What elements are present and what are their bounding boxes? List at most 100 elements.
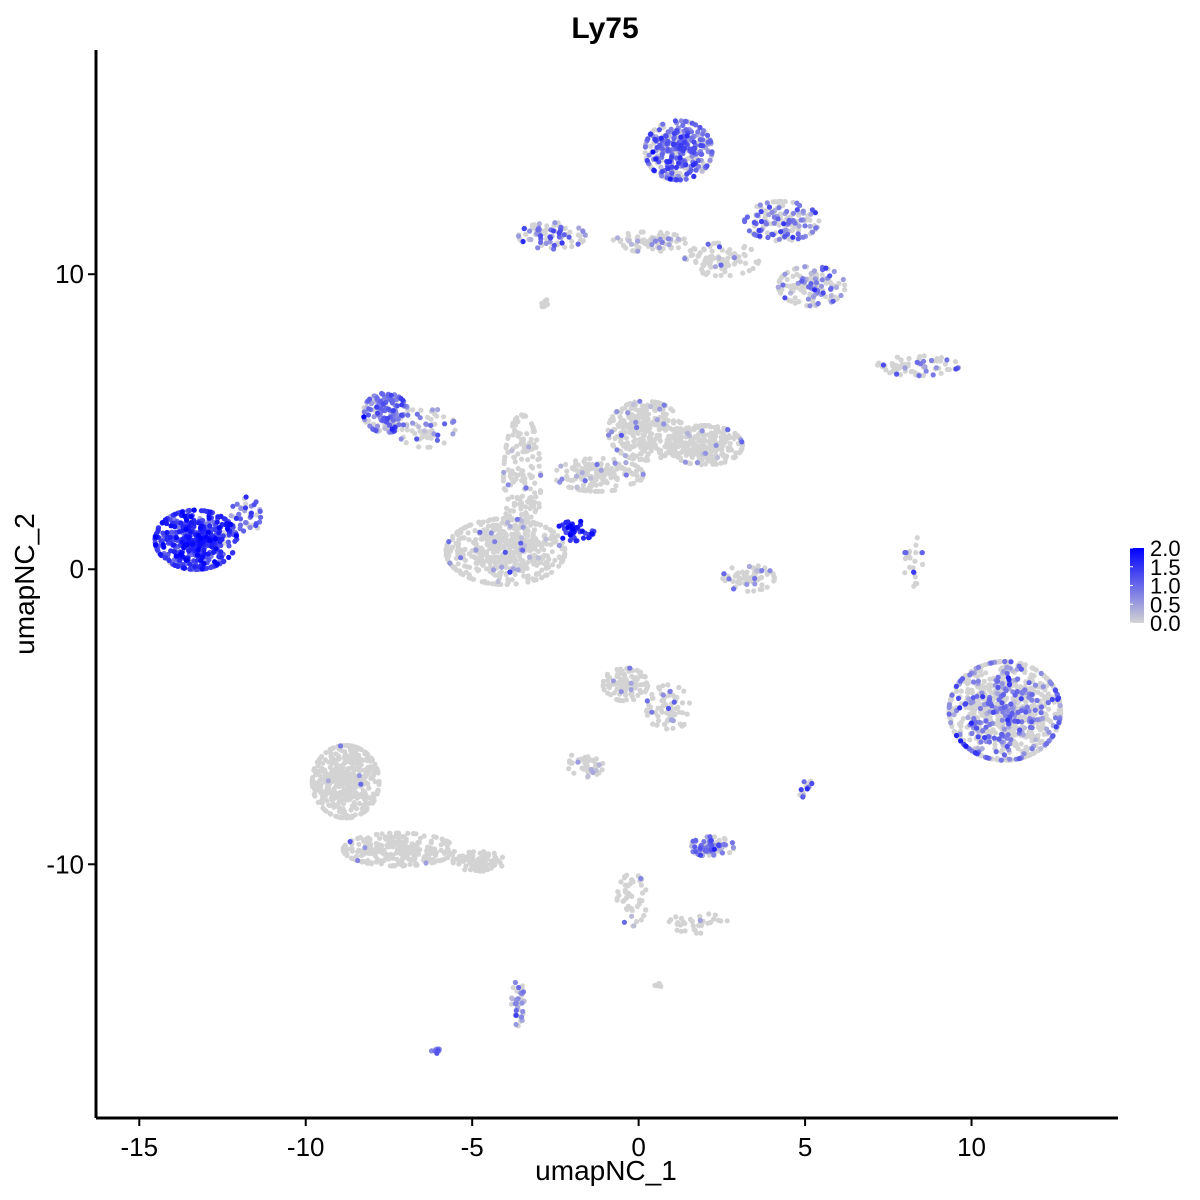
cell-point bbox=[341, 777, 347, 783]
cell-point bbox=[347, 743, 353, 749]
cell-point bbox=[556, 230, 562, 236]
cell-point bbox=[775, 284, 781, 290]
cell-point bbox=[727, 440, 733, 447]
cell-point bbox=[913, 542, 919, 548]
cell-point bbox=[623, 692, 629, 698]
cell-point bbox=[551, 242, 558, 248]
cell-point bbox=[685, 430, 691, 436]
cell-point bbox=[894, 371, 900, 377]
cell-point bbox=[1057, 709, 1064, 716]
cell-point bbox=[463, 863, 469, 869]
cell-point bbox=[470, 849, 476, 855]
cell-point bbox=[466, 522, 472, 529]
cell-point bbox=[376, 778, 382, 785]
cell-point bbox=[351, 804, 357, 810]
cell-point bbox=[889, 361, 895, 367]
cell-point bbox=[894, 354, 901, 360]
cell-point bbox=[969, 730, 975, 737]
cell-point bbox=[697, 137, 703, 143]
cell-point bbox=[767, 568, 773, 574]
cell-point bbox=[479, 536, 485, 542]
cell-point bbox=[729, 840, 736, 846]
cell-point bbox=[370, 775, 376, 781]
cell-point bbox=[971, 711, 977, 718]
cell-point bbox=[374, 423, 381, 429]
cell-point bbox=[722, 459, 728, 465]
cell-point bbox=[631, 697, 637, 703]
cell-point bbox=[610, 678, 617, 684]
cell-point bbox=[738, 576, 744, 583]
cell-point bbox=[615, 889, 621, 895]
cell-point bbox=[513, 1007, 519, 1014]
cell-point bbox=[589, 479, 596, 486]
cell-point bbox=[1001, 726, 1008, 732]
cell-point bbox=[417, 428, 423, 434]
cell-point bbox=[654, 417, 660, 423]
cell-point bbox=[706, 911, 712, 917]
cell-point bbox=[688, 452, 694, 458]
cell-point bbox=[965, 714, 971, 721]
cell-point bbox=[695, 253, 701, 259]
cell-point bbox=[470, 864, 476, 870]
cell-point bbox=[838, 292, 844, 299]
cell-point bbox=[521, 573, 527, 579]
cell-point bbox=[691, 139, 697, 145]
cell-point bbox=[794, 207, 800, 213]
cell-point bbox=[497, 540, 503, 546]
cell-point bbox=[786, 217, 792, 223]
cell-point bbox=[628, 241, 635, 247]
cell-point bbox=[572, 458, 579, 464]
cell-point bbox=[999, 717, 1005, 723]
cell-point bbox=[479, 864, 486, 871]
cell-point bbox=[566, 484, 572, 490]
cell-point bbox=[620, 898, 626, 904]
cell-point bbox=[827, 273, 833, 279]
cell-point bbox=[809, 780, 815, 787]
cell-point bbox=[628, 687, 634, 693]
cell-point bbox=[530, 531, 536, 537]
cell-point bbox=[565, 476, 571, 482]
cell-point bbox=[621, 671, 627, 677]
cell-point bbox=[525, 532, 531, 539]
cell-point bbox=[368, 841, 374, 848]
cell-point bbox=[543, 227, 549, 233]
cell-point bbox=[643, 407, 650, 413]
cell-point bbox=[441, 440, 447, 446]
cell-point bbox=[515, 531, 522, 538]
cell-point bbox=[515, 466, 521, 472]
cell-point bbox=[983, 724, 989, 730]
cell-point bbox=[1039, 692, 1045, 698]
cell-point bbox=[512, 1001, 518, 1007]
cell-point bbox=[606, 432, 612, 438]
cell-point bbox=[618, 409, 624, 415]
cell-point bbox=[582, 478, 588, 484]
cell-point bbox=[629, 913, 635, 919]
cell-point bbox=[516, 984, 522, 991]
cell-point bbox=[902, 570, 908, 576]
cell-point bbox=[700, 269, 706, 275]
cell-point bbox=[874, 362, 881, 368]
cell-point bbox=[366, 849, 372, 855]
cell-point bbox=[770, 199, 776, 205]
cell-point bbox=[1029, 730, 1035, 736]
cell-point bbox=[713, 461, 720, 467]
cell-point bbox=[988, 660, 994, 666]
cell-point bbox=[423, 853, 429, 859]
cell-point bbox=[317, 773, 323, 779]
cell-point bbox=[345, 814, 351, 820]
cell-point bbox=[675, 444, 681, 450]
cell-point bbox=[637, 436, 643, 442]
cell-point bbox=[538, 472, 544, 478]
cell-point bbox=[792, 300, 798, 306]
cell-point bbox=[684, 711, 690, 717]
cell-point bbox=[552, 557, 558, 563]
cell-point bbox=[1035, 724, 1041, 730]
cell-point bbox=[979, 672, 985, 678]
cell-point bbox=[938, 355, 945, 361]
cell-point bbox=[665, 418, 671, 424]
cell-point bbox=[983, 718, 989, 724]
cell-point bbox=[808, 281, 814, 287]
cell-point bbox=[623, 245, 629, 251]
cell-point bbox=[668, 717, 675, 723]
cell-point bbox=[542, 572, 549, 579]
